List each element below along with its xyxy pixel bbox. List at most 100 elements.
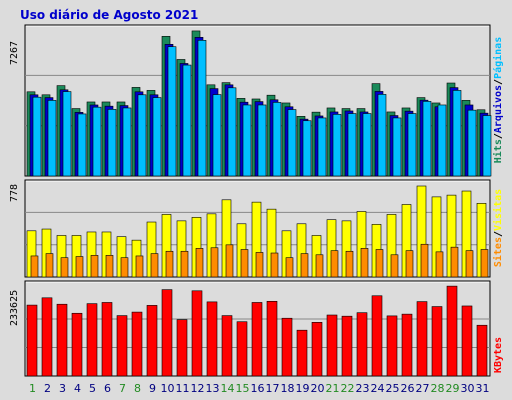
bar-pages bbox=[227, 87, 237, 177]
bar-kbytes bbox=[146, 305, 158, 377]
bar-pages bbox=[482, 115, 492, 177]
x-tick-label: 29 bbox=[446, 382, 460, 395]
bar-sites bbox=[120, 257, 129, 278]
x-tick-label: 10 bbox=[161, 382, 175, 395]
legend-pages: Páginas bbox=[492, 37, 504, 79]
bar-sites bbox=[255, 252, 264, 278]
bar-pages bbox=[422, 101, 432, 177]
bar-sites bbox=[105, 255, 114, 278]
legend-text: Hits/Arquivos/Páginas bbox=[492, 37, 504, 163]
kbytes-panel bbox=[24, 280, 491, 377]
legend-text: Sites/Visitas bbox=[492, 189, 504, 267]
bar-kbytes bbox=[476, 324, 488, 377]
x-tick-label: 27 bbox=[416, 382, 430, 395]
bar-sites bbox=[30, 255, 39, 278]
bar-kbytes bbox=[296, 329, 308, 377]
bar-sites bbox=[165, 250, 174, 278]
bar-sites bbox=[435, 251, 444, 278]
x-tick-label: 23 bbox=[356, 382, 370, 395]
bar-kbytes bbox=[101, 302, 113, 377]
bar-pages bbox=[257, 104, 267, 177]
legend-separator: / bbox=[493, 231, 504, 237]
bar-sites bbox=[300, 253, 309, 278]
bar-pages bbox=[302, 120, 312, 177]
x-axis-day-labels: 1 2 3 4 5 6 7 8 9 10 11 12 13 14 15 16 17 18 19 20 21 22 23 24 2… bbox=[29, 382, 490, 395]
bar-pages bbox=[167, 46, 177, 177]
bar-sites bbox=[480, 249, 489, 278]
x-tick-label: 16 bbox=[251, 382, 265, 395]
bar-pages bbox=[392, 117, 402, 177]
bar-sites bbox=[150, 253, 159, 278]
legend-sites: Sites bbox=[492, 237, 504, 267]
bar-sites bbox=[420, 243, 429, 278]
visits-sites-panel bbox=[24, 179, 491, 278]
x-tick-label: 6 bbox=[104, 382, 111, 395]
bar-pages bbox=[377, 94, 387, 177]
x-tick-label: 5 bbox=[89, 382, 96, 395]
bar-pages bbox=[212, 94, 222, 177]
bar-pages bbox=[77, 113, 87, 177]
bar-kbytes bbox=[446, 285, 458, 377]
x-tick-label: 24 bbox=[371, 382, 385, 395]
legend-text: KBytes bbox=[493, 337, 504, 373]
bar-sites bbox=[45, 253, 54, 278]
bar-kbytes bbox=[86, 303, 98, 377]
bar-kbytes bbox=[371, 295, 383, 377]
bar-sites bbox=[390, 254, 399, 278]
bar-kbytes bbox=[311, 322, 323, 377]
x-tick-label: 14 bbox=[221, 382, 235, 395]
bar-sites bbox=[240, 249, 249, 278]
bar-sites bbox=[315, 254, 324, 278]
x-tick-label: 30 bbox=[461, 382, 475, 395]
x-tick-label: 22 bbox=[341, 382, 355, 395]
bar-pages bbox=[467, 109, 477, 177]
bar-sites bbox=[195, 248, 204, 278]
bar-kbytes bbox=[416, 301, 428, 377]
bar-pages bbox=[287, 109, 297, 177]
bar-pages bbox=[62, 91, 72, 177]
x-tick-label: 25 bbox=[386, 382, 400, 395]
bar-pages bbox=[152, 97, 162, 177]
bar-pages bbox=[92, 106, 102, 177]
y-max-label-visits: 778 bbox=[9, 184, 20, 202]
bar-kbytes bbox=[191, 290, 203, 377]
x-tick-label: 26 bbox=[401, 382, 415, 395]
bar-sites bbox=[225, 244, 234, 278]
bar-kbytes bbox=[356, 312, 368, 377]
bar-kbytes bbox=[281, 317, 293, 377]
x-tick-label: 8 bbox=[134, 382, 141, 395]
bar-sites bbox=[360, 248, 369, 278]
bar-pages bbox=[407, 113, 417, 177]
bar-pages bbox=[137, 94, 147, 177]
bar-sites bbox=[90, 255, 99, 278]
y-max-label-kbytes: 233625 bbox=[9, 290, 20, 326]
bar-kbytes bbox=[401, 313, 413, 377]
y-max-label-hits: 7267 bbox=[9, 41, 20, 65]
legend-hits-files-pages: Hits/Arquivos/Páginas bbox=[492, 37, 504, 163]
bar-kbytes bbox=[386, 315, 398, 377]
bar-sites bbox=[465, 250, 474, 278]
bar-pages bbox=[362, 113, 372, 177]
legend-kbytes: KBytes bbox=[493, 337, 504, 373]
x-tick-label: 21 bbox=[326, 382, 340, 395]
bar-kbytes bbox=[326, 314, 338, 377]
bar-kbytes bbox=[161, 289, 173, 377]
x-tick-label: 1 bbox=[29, 382, 36, 395]
x-tick-label: 11 bbox=[176, 382, 190, 395]
legend-hits: Hits bbox=[492, 139, 504, 163]
x-tick-label: 7 bbox=[119, 382, 126, 395]
bar-pages bbox=[122, 107, 132, 177]
x-tick-label: 12 bbox=[191, 382, 205, 395]
legend-separator: / bbox=[493, 79, 504, 85]
bar-kbytes bbox=[41, 297, 53, 377]
bar-sites bbox=[135, 255, 144, 278]
bar-kbytes bbox=[71, 312, 83, 377]
bar-pages bbox=[182, 64, 192, 177]
legend-visits: Visitas bbox=[492, 189, 504, 231]
bar-pages bbox=[107, 109, 117, 177]
bar-kbytes bbox=[176, 319, 188, 377]
x-tick-label: 13 bbox=[206, 382, 220, 395]
bar-kbytes bbox=[341, 315, 353, 377]
hits-files-pages-panel bbox=[24, 24, 492, 177]
